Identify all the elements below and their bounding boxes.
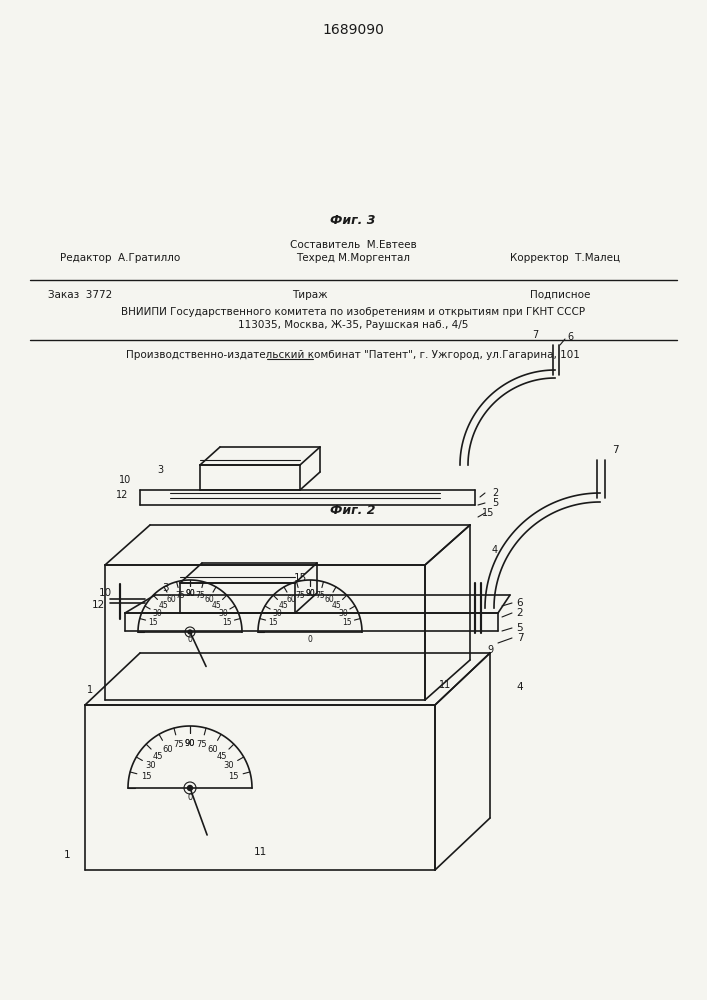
Circle shape [188,630,192,634]
Text: 10: 10 [119,475,131,485]
Text: 7: 7 [517,633,523,643]
Text: 30: 30 [223,761,234,770]
Text: 12: 12 [91,600,105,610]
Text: 90: 90 [185,589,195,598]
Text: 0: 0 [187,794,192,802]
Text: 15: 15 [222,618,231,627]
Text: 75: 75 [195,591,205,600]
Text: 1: 1 [87,685,93,695]
Text: 15: 15 [141,772,152,781]
Text: 6: 6 [517,598,523,608]
Text: 15: 15 [293,573,307,583]
Text: 60: 60 [324,595,334,604]
Text: 45: 45 [332,601,341,610]
Text: 15: 15 [228,772,239,781]
Text: 45: 45 [279,601,288,610]
Text: 2: 2 [517,608,523,618]
Text: Составитель  М.Евтеев: Составитель М.Евтеев [290,240,416,250]
Text: 11: 11 [253,847,267,857]
Text: 30: 30 [146,761,156,770]
Text: 30: 30 [152,608,162,617]
Text: 75: 75 [175,591,185,600]
Text: 3: 3 [162,583,168,593]
Text: 60: 60 [166,595,176,604]
Text: 90: 90 [305,589,315,598]
Text: 30: 30 [338,608,348,617]
Text: 5: 5 [492,498,498,508]
Text: Фиг. 2: Фиг. 2 [330,504,375,516]
Text: 2: 2 [492,488,498,498]
Text: Тираж: Тираж [292,290,328,300]
Text: 0: 0 [308,636,312,645]
Text: Техред М.Моргентал: Техред М.Моргентал [296,253,410,263]
Text: ВНИИПИ Государственного комитета по изобретениям и открытиям при ГКНТ СССР: ВНИИПИ Государственного комитета по изоб… [121,307,585,317]
Text: Корректор  Т.Малец: Корректор Т.Малец [510,253,620,263]
Text: 60: 60 [286,595,296,604]
Text: 15: 15 [342,618,351,627]
Text: 45: 45 [212,601,222,610]
Text: 75: 75 [315,591,325,600]
Text: 6: 6 [567,332,573,342]
Text: 75: 75 [296,591,305,600]
Text: 30: 30 [272,608,282,617]
Text: 30: 30 [218,608,228,617]
Text: 9: 9 [487,645,493,655]
Text: Фиг. 3: Фиг. 3 [330,214,375,227]
Text: 1689090: 1689090 [322,23,384,37]
Text: 12: 12 [116,490,128,500]
Text: 113035, Москва, Ж-35, Раушская наб., 4/5: 113035, Москва, Ж-35, Раушская наб., 4/5 [238,320,468,330]
Text: 60: 60 [162,745,173,754]
Text: 90: 90 [305,589,315,598]
Text: 11: 11 [439,680,451,690]
Text: Редактор  А.Гратилло: Редактор А.Гратилло [60,253,180,263]
Text: 60: 60 [204,595,214,604]
Text: 7: 7 [612,445,619,455]
Text: 15: 15 [481,508,494,518]
Text: 75: 75 [197,740,207,749]
Text: 90: 90 [185,589,195,598]
Text: 4: 4 [517,682,523,692]
Text: 90: 90 [185,738,195,748]
Text: 4: 4 [492,545,498,555]
Text: Подписное: Подписное [530,290,590,300]
Text: 10: 10 [98,588,112,598]
Text: 1: 1 [64,850,70,860]
Text: 45: 45 [216,752,227,761]
Text: Заказ  3772: Заказ 3772 [48,290,112,300]
Text: 75: 75 [173,740,184,749]
Text: 90: 90 [185,738,195,748]
Text: 7: 7 [532,330,538,340]
Text: 60: 60 [207,745,218,754]
Circle shape [187,786,192,790]
Text: 3: 3 [157,465,163,475]
Text: 15: 15 [269,618,278,627]
Text: 45: 45 [158,601,168,610]
Text: 5: 5 [517,623,523,633]
Text: 15: 15 [148,618,158,627]
Text: Производственно-издательский комбинат "Патент", г. Ужгород, ул.Гагарина, 101: Производственно-издательский комбинат "П… [126,350,580,360]
Text: 45: 45 [153,752,163,761]
Text: 0: 0 [187,636,192,645]
